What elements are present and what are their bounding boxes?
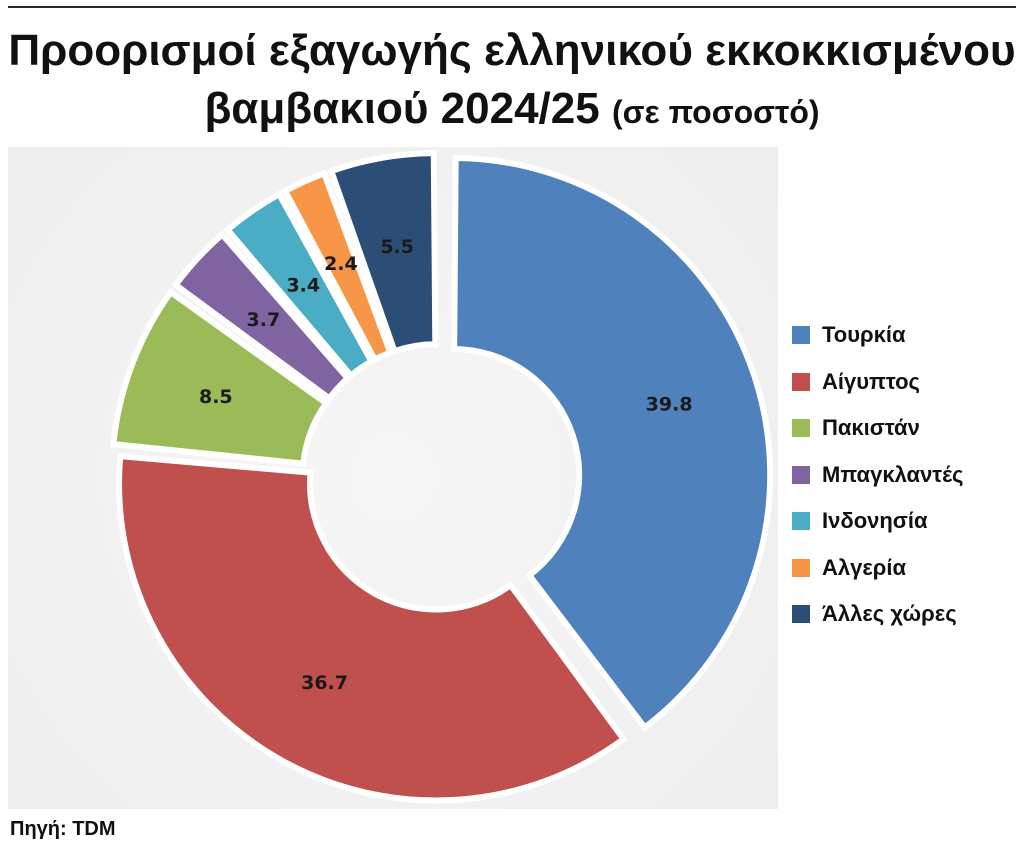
chart-legend: Τουρκία Αίγυπτος Πακιστάν Μπαγκλαντές Ινδονη…: [792, 312, 1018, 638]
legend-label: Αλγερία: [822, 554, 907, 580]
title-line-2: βαμβακιού 2024/25 (σε ποσοστό): [0, 80, 1024, 141]
donut-slice-5: [223, 190, 376, 380]
legend-item: Αίγυπτος: [792, 359, 1018, 406]
legend-label: Άλλες χώρες: [822, 601, 957, 627]
donut-slice-7: [327, 150, 439, 356]
donut-slice-1: [451, 154, 774, 732]
legend-item: Τουρκία: [792, 312, 1018, 359]
legend-label: Αίγυπτος: [822, 368, 920, 394]
slice-value-label: 36.7: [301, 672, 348, 694]
donut-slice-4: [171, 230, 352, 403]
legend-swatch: [792, 372, 810, 391]
title-main: βαμβακιού 2024/25: [204, 84, 600, 133]
legend-item: Πακιστάν: [792, 405, 1018, 452]
legend-swatch: [792, 465, 810, 484]
legend-swatch: [792, 326, 810, 345]
title-line-1: Προορισμοί εξαγωγής ελληνικού εκκοκκισμέ…: [8, 26, 1016, 75]
legend-item: Άλλες χώρες: [792, 591, 1018, 638]
donut-slices: [110, 150, 774, 804]
legend-label: Τουρκία: [822, 322, 906, 348]
chart-title: Προορισμοί εξαγωγής ελληνικού εκκοκκισμέ…: [0, 22, 1024, 141]
donut-slice-3: [110, 287, 331, 467]
legend-label: Μπαγκλαντές: [822, 461, 964, 487]
legend-label: Ινδονησία: [822, 508, 928, 534]
source-note: Πηγή: TDM: [10, 818, 116, 840]
legend-label: Πακιστάν: [822, 415, 920, 441]
legend-item: Ινδονησία: [792, 498, 1018, 545]
legend-item: Μπαγκλαντές: [792, 452, 1018, 499]
title-unit: (σε ποσοστό): [611, 94, 820, 130]
legend-swatch: [792, 558, 810, 577]
donut-slice-labels: 39.8 36.7 8.5 3.73.42.4 5.5: [199, 236, 693, 694]
slice-value-label: 3.7: [247, 309, 281, 331]
legend-swatch: [792, 605, 810, 624]
slice-value-label: 8.5: [199, 386, 233, 408]
donut-slice-6: [281, 169, 395, 364]
legend-item: Αλγερία: [792, 545, 1018, 592]
top-rule: [8, 6, 1016, 8]
donut-slice-2: [116, 452, 628, 804]
slice-value-label: 5.5: [380, 236, 414, 258]
legend-swatch: [792, 419, 810, 438]
slice-value-label: 39.8: [646, 393, 693, 415]
legend-swatch: [792, 512, 810, 531]
slice-value-label: 3.4: [286, 274, 320, 296]
slice-value-label: 2.4: [324, 253, 358, 275]
